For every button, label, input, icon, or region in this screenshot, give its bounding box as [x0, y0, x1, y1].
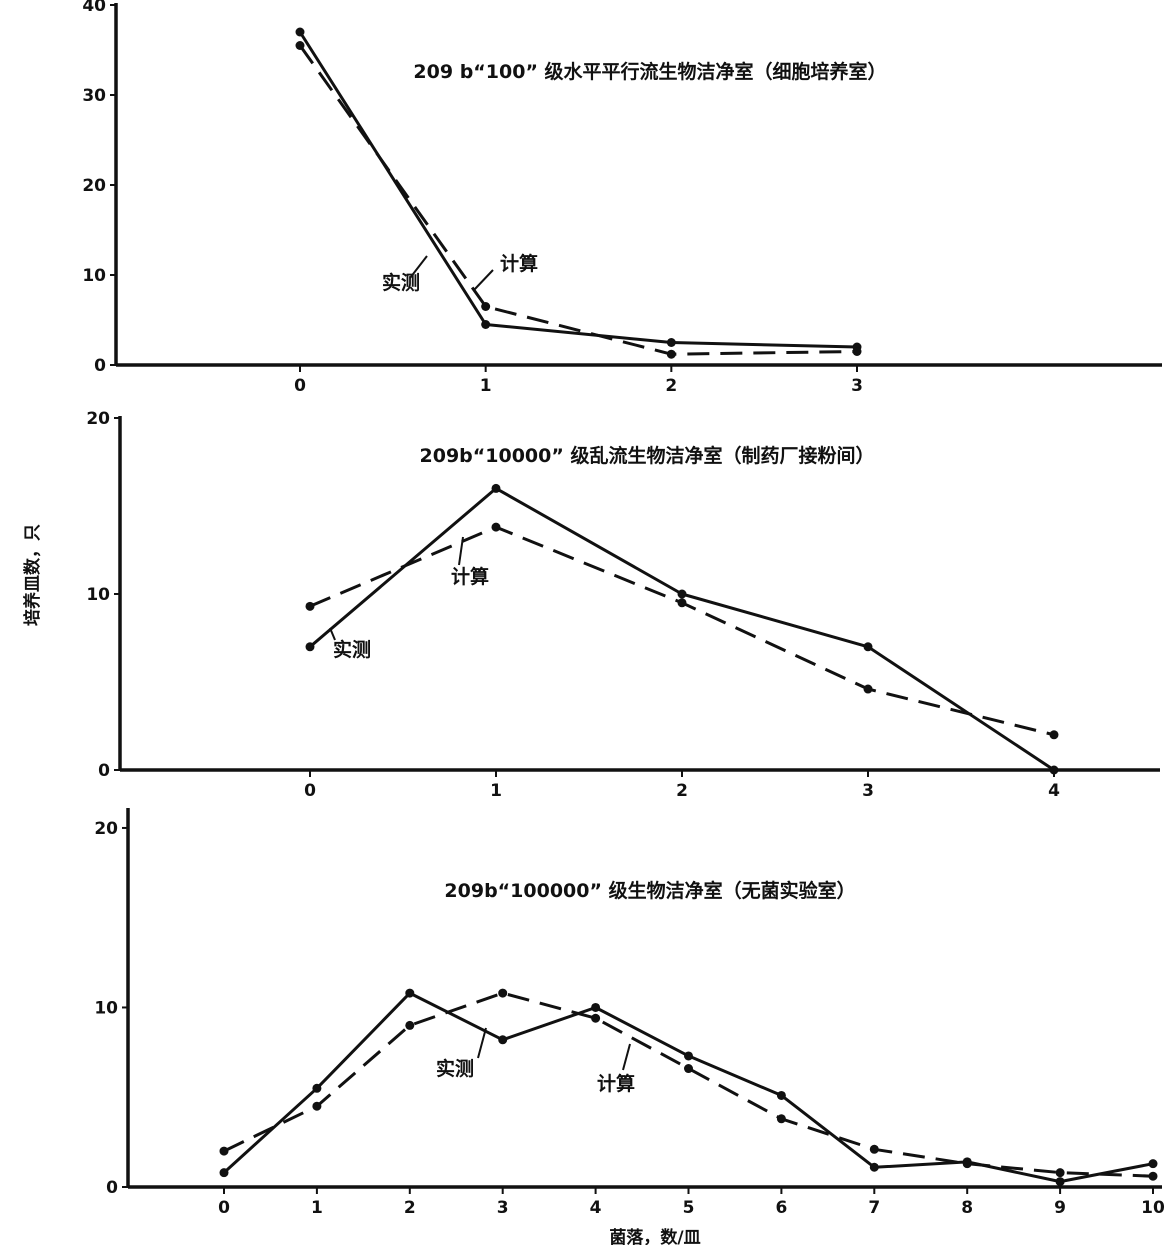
- annotation-label: 计算: [451, 565, 489, 588]
- x-tick-label: 4: [590, 1198, 602, 1218]
- series-line-measured: [298, 31, 858, 349]
- annotation-label: 实测: [436, 1057, 474, 1080]
- chart-1: 0 10 20 30 40 0 1 2 3 209 b“100” 级水平平行流生物洁净室（细胞培养…: [82, 0, 1162, 396]
- annotation-leader: [329, 627, 336, 641]
- x-tick-label: 3: [851, 376, 863, 396]
- x-tick-label: 4: [1048, 781, 1060, 801]
- chart-title: 209b“10000” 级乱流生物洁净室（制药厂接粉间）: [420, 444, 875, 467]
- annotation-leader: [458, 536, 464, 566]
- data-point: [852, 347, 862, 356]
- series-line-calculated: [223, 991, 1154, 1178]
- y-tick-label: 0: [94, 356, 106, 376]
- y-tick-label: 20: [82, 176, 106, 196]
- x-tick-label: 3: [497, 1198, 509, 1218]
- y-tick-label: 10: [94, 998, 118, 1018]
- x-axis-label: 菌落，数/皿: [609, 1227, 700, 1245]
- data-point: [1055, 1168, 1065, 1178]
- x-tick-label: 5: [683, 1198, 695, 1218]
- chart-title: 209 b“100” 级水平平行流生物洁净室（细胞培养室）: [413, 60, 886, 83]
- data-point: [776, 1090, 786, 1100]
- data-point: [1148, 1171, 1158, 1181]
- data-point: [666, 338, 676, 347]
- annotation-label: 计算: [500, 252, 538, 275]
- data-point: [305, 601, 315, 611]
- data-point: [962, 1159, 972, 1169]
- y-tick-label: 10: [82, 266, 106, 286]
- x-tick-label: 3: [862, 781, 874, 801]
- data-point: [677, 589, 687, 599]
- data-point: [1055, 1177, 1065, 1187]
- annotation-leader: [409, 255, 428, 279]
- annotation-leader: [622, 1043, 631, 1071]
- annotation-label: 实测: [333, 638, 371, 661]
- data-point: [312, 1101, 322, 1111]
- data-point: [481, 320, 491, 329]
- chart-2: 0 10 20 0 1 2 3 4 209b“10000” 级乱流生物洁净室（制药厂接粉间） 计算…: [86, 409, 1160, 801]
- data-point: [295, 41, 305, 50]
- y-tick-label: 30: [82, 86, 106, 106]
- series-line-measured: [309, 486, 1055, 772]
- chart-title: 209b“100000” 级生物洁净室（无菌实验室）: [444, 879, 855, 902]
- x-tick-label: 10: [1141, 1198, 1165, 1218]
- x-tick-label: 6: [775, 1198, 787, 1218]
- data-point: [1148, 1159, 1158, 1169]
- data-point: [498, 988, 508, 998]
- x-tick-label: 7: [868, 1198, 880, 1218]
- data-point: [591, 1013, 601, 1023]
- x-tick-label: 1: [311, 1198, 323, 1218]
- y-tick-label: 20: [94, 819, 118, 839]
- data-point: [312, 1083, 322, 1093]
- x-tick-label: 1: [480, 376, 492, 396]
- data-point: [1049, 730, 1059, 740]
- chart-3: 0 10 20 0 1 2 3 4 5 6 7 8 9 10 209b“100000” 级生物洁净室（无菌实…: [94, 808, 1165, 1218]
- data-point: [491, 522, 501, 532]
- data-point: [776, 1114, 786, 1124]
- data-point: [1049, 765, 1059, 775]
- data-point: [491, 483, 501, 493]
- x-tick-label: 2: [676, 781, 688, 801]
- data-point: [666, 349, 676, 359]
- y-tick-label: 40: [82, 0, 106, 16]
- x-tick-label: 0: [294, 376, 306, 396]
- data-point: [405, 988, 415, 998]
- series-line-calculated: [298, 44, 858, 356]
- x-tick-label: 2: [665, 376, 677, 396]
- data-point: [295, 27, 305, 37]
- data-point: [305, 642, 315, 652]
- data-point: [677, 598, 687, 608]
- y-tick-label: 20: [86, 409, 110, 429]
- data-point: [591, 1002, 601, 1012]
- data-point: [684, 1051, 693, 1061]
- x-tick-label: 0: [218, 1198, 230, 1218]
- data-point: [684, 1064, 693, 1074]
- annotation-leader: [473, 269, 494, 291]
- x-tick-label: 8: [961, 1198, 973, 1218]
- series-line-measured: [222, 991, 1154, 1184]
- y-tick-label: 0: [98, 761, 110, 781]
- annotation-label: 实测: [382, 271, 420, 294]
- data-point: [869, 1162, 879, 1172]
- data-point: [869, 1144, 879, 1154]
- data-point: [219, 1168, 229, 1178]
- y-axis-label: 培养皿数，只: [22, 524, 43, 626]
- data-point: [498, 1035, 508, 1045]
- annotation-label: 计算: [597, 1072, 635, 1095]
- y-tick-label: 0: [106, 1178, 118, 1198]
- series-line-calculated: [309, 525, 1055, 737]
- data-point: [863, 642, 873, 652]
- x-tick-label: 9: [1054, 1198, 1066, 1218]
- data-point: [481, 302, 491, 311]
- data-point: [863, 684, 873, 694]
- data-point: [405, 1020, 415, 1030]
- x-tick-label: 2: [404, 1198, 416, 1218]
- x-tick-label: 1: [490, 781, 502, 801]
- annotation-leader: [477, 1027, 487, 1059]
- x-tick-label: 0: [304, 781, 316, 801]
- y-tick-label: 10: [86, 585, 110, 605]
- data-point: [219, 1146, 229, 1156]
